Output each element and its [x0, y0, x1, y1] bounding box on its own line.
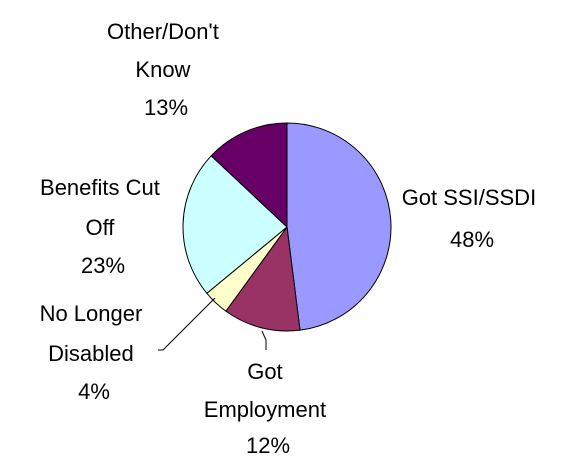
pie-slice-benefits-cut-off: [182, 155, 288, 294]
leader-line-got-employment: [261, 330, 267, 350]
slice-label-no-longer-disabled: No Longer Disabled 4%: [40, 301, 149, 404]
pie-slice-got-employment: [225, 225, 301, 332]
slice-label-got-employment: Got Employment 12%: [204, 359, 332, 456]
pie-slice-other-don-t-know: [210, 122, 288, 229]
leader-line-no-longer-disabled: [158, 297, 216, 351]
leader-lines: [158, 297, 267, 351]
pie-slice-got-ssi-ssdi: [286, 122, 392, 331]
slice-label-benefits-cut-off: Benefits Cut Off 23%: [40, 175, 166, 278]
slice-label-other-dont-know: Other/Don't Know 13%: [107, 19, 225, 120]
slice-label-got-ssi-ssdi: Got SSI/SSDI 48%: [402, 185, 543, 252]
pie-slices: [182, 122, 392, 332]
slice-labels: Got SSI/SSDI 48% Got Employment 12% No L…: [40, 19, 543, 456]
